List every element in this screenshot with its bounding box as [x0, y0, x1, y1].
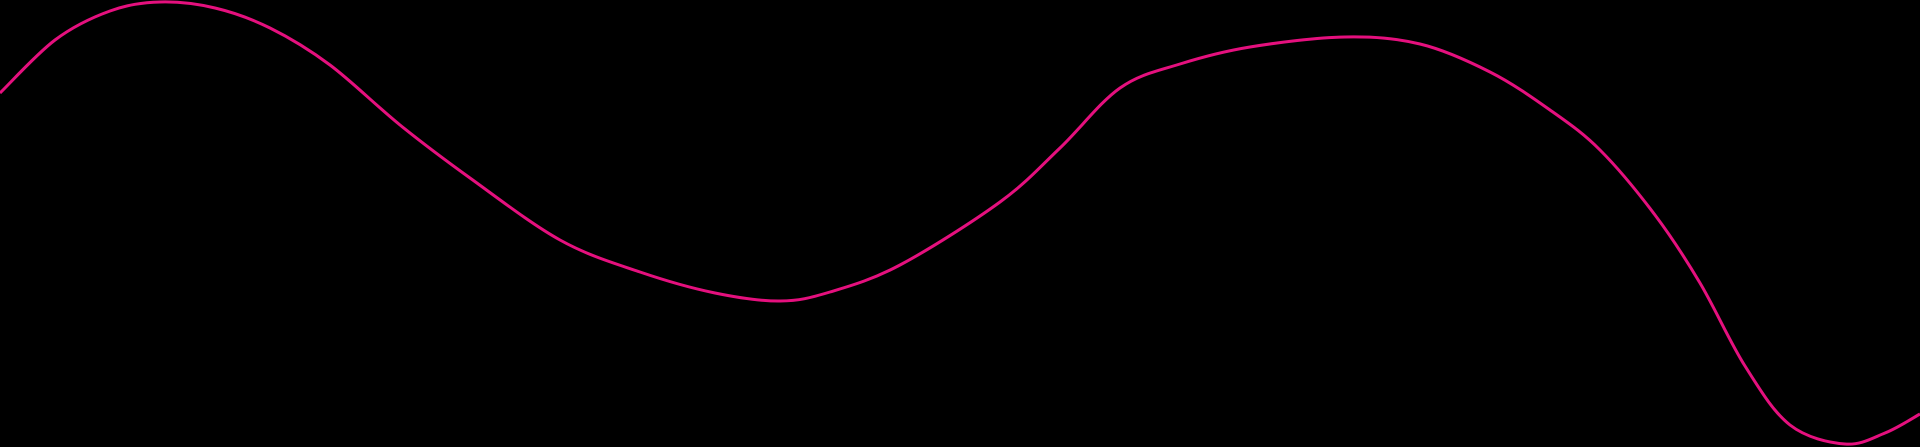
- wave-line-chart: [0, 0, 1920, 446]
- chart-canvas: [0, 0, 1920, 447]
- curve-line: [0, 0, 1920, 446]
